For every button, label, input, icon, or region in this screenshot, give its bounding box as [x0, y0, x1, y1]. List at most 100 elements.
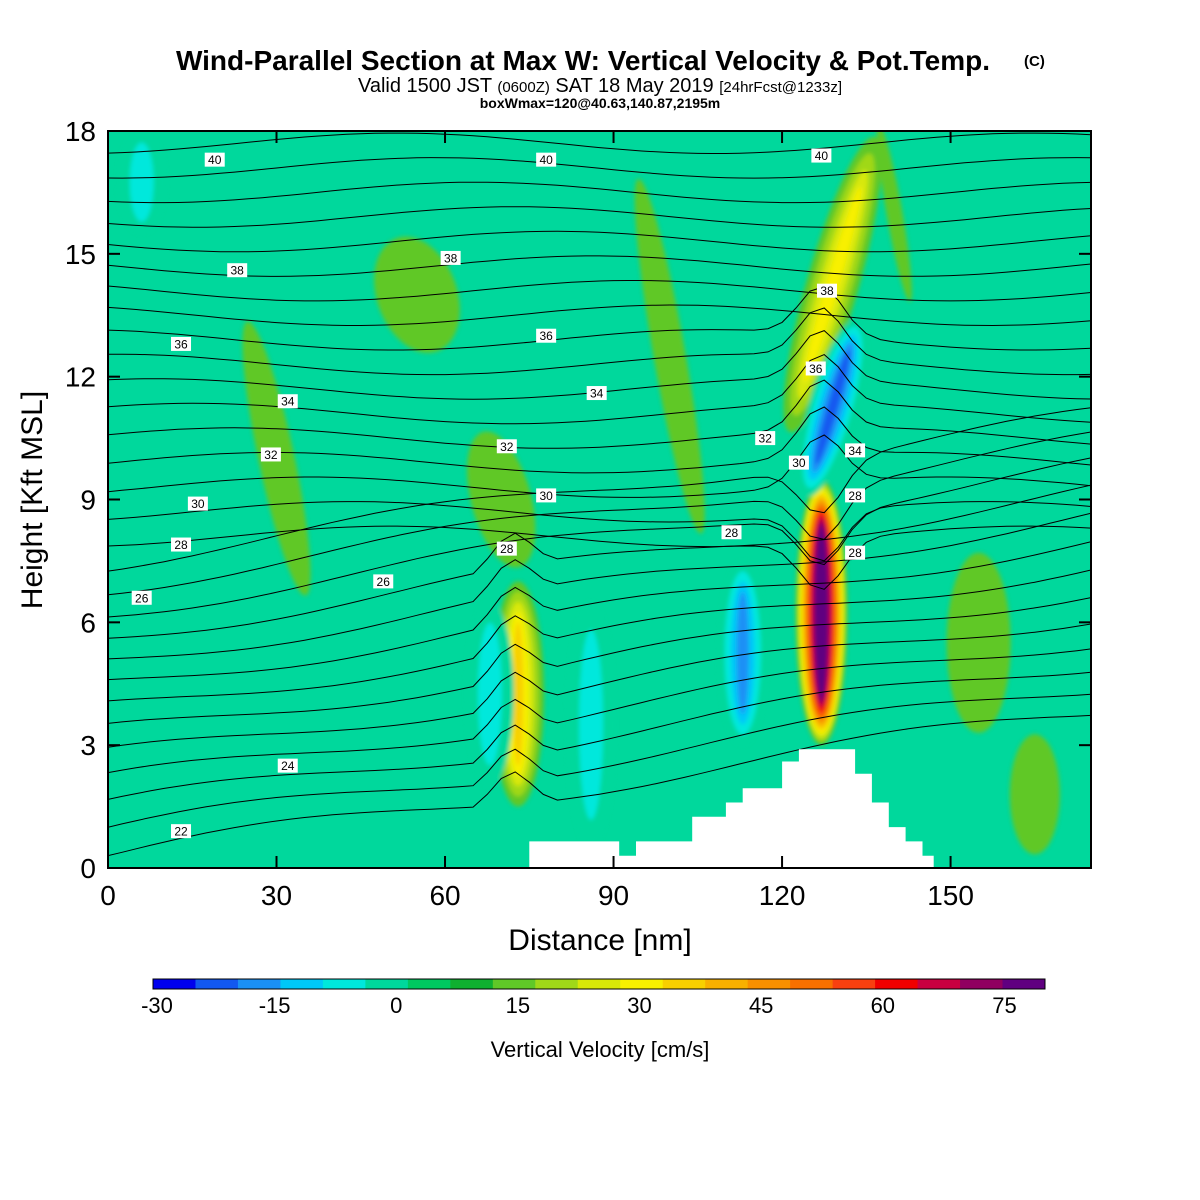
colorbar-swatch: [535, 979, 579, 989]
theta-label-background: [788, 455, 809, 470]
theta-contour-line: [108, 671, 1091, 800]
colorbar-label: Vertical Velocity [cm/s]: [491, 1037, 710, 1062]
theta-contour-label: 32: [759, 432, 773, 446]
x-tick-label: 0: [100, 880, 116, 911]
theta-label-background: [277, 758, 298, 773]
colorbar-tick-label: 30: [627, 993, 651, 1018]
terrain: [108, 749, 1091, 868]
theta-label-background: [277, 394, 298, 409]
theta-contour-line: [108, 525, 1091, 590]
colorbar-swatch: [450, 979, 494, 989]
theta-label-background: [171, 537, 192, 552]
colorbar-swatch: [790, 979, 834, 989]
downdraft-core: [117, 131, 166, 234]
colorbar-tick-label: 0: [390, 993, 402, 1018]
downdraft-contour-band: [736, 592, 749, 715]
theta-contour-line: [108, 407, 1091, 572]
theta-contour-line: [108, 648, 1091, 774]
colorbar-swatch: [875, 979, 919, 989]
colorbar-swatch: [577, 979, 621, 989]
downdraft-core: [465, 601, 514, 787]
theta-contour-line: [108, 206, 1091, 228]
theta-contour-line: [108, 431, 1091, 596]
theta-contour-line: [108, 304, 1091, 327]
colorbar-tick-label: -15: [259, 993, 291, 1018]
downdraft-core: [718, 560, 767, 746]
theta-contour-line: [108, 501, 1091, 562]
theta-label-background: [816, 283, 837, 298]
colorbar-swatch: [917, 979, 961, 989]
terrain-profile: [108, 749, 1091, 868]
forecast-info: [24hrFcst@1233z]: [719, 79, 842, 96]
theta-label-background: [805, 361, 826, 376]
theta-contour-label: 28: [848, 546, 862, 560]
theta-contour-line: [108, 512, 1091, 660]
updraft-core: [795, 479, 848, 746]
theta-contour-label: 36: [809, 362, 823, 376]
theta-contour-line: [108, 230, 1091, 253]
theta-label-background: [845, 443, 866, 458]
theta-contour-line: [108, 693, 1091, 828]
colorbar-frame: [152, 978, 1046, 990]
theta-contour-label: 34: [281, 395, 295, 409]
theta-label-background: [811, 148, 832, 163]
theta-contour-line: [108, 457, 1091, 618]
theta-contour-line: [108, 307, 1091, 376]
theta-contour-label: 30: [191, 497, 205, 511]
downdraft-core: [567, 601, 616, 848]
theta-contour-label: 34: [590, 387, 604, 401]
theta-label-background: [536, 488, 557, 503]
theta-label-background: [586, 386, 607, 401]
theta-contour-line: [108, 541, 1091, 681]
y-tick-label: 6: [80, 607, 96, 638]
x-axis-label: Distance [nm]: [508, 924, 691, 957]
downdraft-contour-band: [815, 350, 850, 465]
colorbar-tick-label: 45: [749, 993, 773, 1018]
theta-contour-label: 40: [208, 153, 222, 167]
downdraft-contour-band: [477, 622, 502, 766]
stratiform-band: [946, 552, 1011, 733]
colorbar-swatch: [322, 979, 366, 989]
y-tick-label: 18: [65, 116, 96, 147]
theta-label-background: [755, 431, 776, 446]
colorbar-swatch: [280, 979, 324, 989]
theta-contour-label: 40: [539, 153, 553, 167]
y-axis-label: Height [Kft MSL]: [16, 391, 49, 609]
colorbar-tick-label: 15: [506, 993, 530, 1018]
theta-contour-line: [108, 569, 1091, 702]
colorbar-swatch: [662, 979, 706, 989]
colorbar-swatch: [237, 979, 281, 989]
theta-contour-line: [108, 484, 1091, 639]
theta-label-background: [373, 574, 394, 589]
colorbar-tick-label: 75: [992, 993, 1016, 1018]
theta-contour-label: 40: [815, 149, 829, 163]
theta-contour-label: 36: [174, 337, 188, 351]
theta-label-background: [227, 263, 248, 278]
theta-contour-label: 26: [135, 591, 149, 605]
theta-contour-line: [108, 181, 1091, 204]
theta-contour-line: [108, 157, 1091, 179]
colorbar-swatch: [195, 979, 239, 989]
x-axis: 0 30 60 90 120 150: [100, 131, 974, 911]
velocity-field: [117, 131, 1060, 855]
theta-label-background: [171, 336, 192, 351]
y-tick-label: 3: [80, 730, 96, 761]
colorbar-swatch: [620, 979, 664, 989]
x-tick-label: 90: [598, 880, 629, 911]
theta-contour-line: [108, 255, 1091, 277]
theta-contour-label: 34: [848, 444, 862, 458]
theta-contour-labels: 22 24 26 26 28 28 28 28 28 30 30 30 32 32 32 34 34 34 36 36…: [131, 148, 866, 839]
theta-label-background: [536, 152, 557, 167]
theta-label-background: [260, 447, 281, 462]
theta-contour-label: 38: [820, 284, 834, 298]
theta-label-background: [187, 496, 208, 511]
valid-utc: (0600Z): [497, 79, 550, 96]
colorbar: [152, 978, 1046, 990]
theta-contour-label: 38: [231, 264, 245, 278]
chart-subtitle: Valid 1500 JST (0600Z) SAT 18 May 2019 […: [358, 75, 842, 97]
theta-contours: [108, 132, 1091, 857]
theta-label-background: [721, 525, 742, 540]
colorbar-swatch: [832, 979, 876, 989]
x-tick-label: 120: [759, 880, 806, 911]
